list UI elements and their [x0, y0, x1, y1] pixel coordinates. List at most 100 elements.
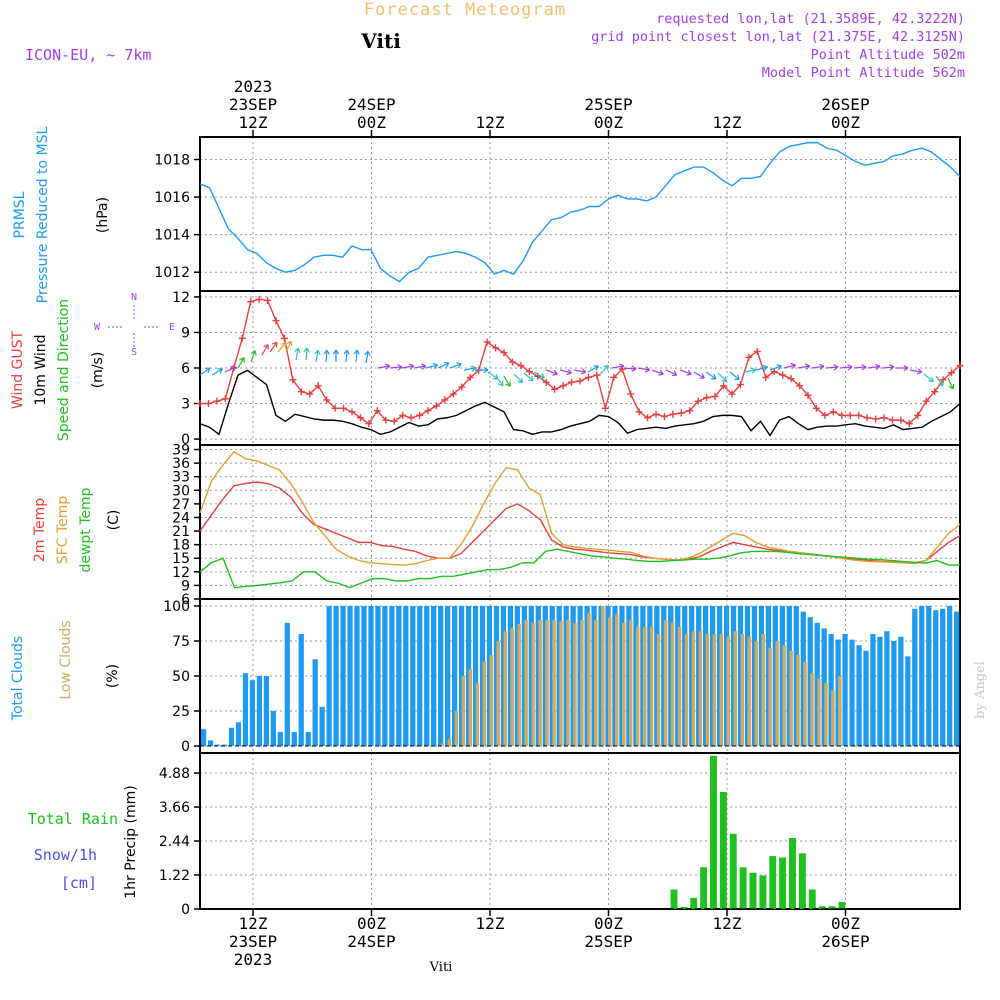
wind-gust-marker	[297, 388, 305, 396]
total-cloud-bar	[347, 606, 353, 746]
clouds-panel: 0 25 50 75 100	[163, 598, 961, 755]
low-cloud-bar	[747, 636, 751, 746]
wind-arrow-icon	[637, 366, 651, 373]
wind-arrow-icon	[437, 361, 450, 369]
low-cloud-bar	[740, 634, 745, 746]
total-cloud-bar	[312, 659, 318, 746]
y-tick-label: 25	[172, 704, 190, 720]
total-cloud-bar	[235, 722, 242, 746]
low-cloud-bar	[775, 641, 779, 746]
wind-arrow-icon	[783, 362, 797, 369]
bottom-axis-label: 26SEP	[821, 932, 869, 951]
y-tick-label: 6	[181, 592, 190, 608]
wind-arrow-icon	[665, 369, 678, 377]
total-cloud-bar	[807, 617, 813, 746]
wind-gust-marker	[221, 395, 229, 403]
rain-bar	[690, 897, 698, 909]
total-cloud-bar	[696, 606, 702, 746]
low-cloud-bar	[733, 631, 738, 746]
wind-arrow-icon	[303, 347, 310, 361]
total-cloud-bar	[821, 628, 827, 746]
pressure-panel-labels: PRMSL Pressure Reduced to MSL (hPa)	[12, 126, 111, 303]
low-cloud-bar	[712, 634, 717, 746]
wind-arrow-icon	[825, 364, 839, 371]
wind-arrow-icon	[909, 368, 923, 375]
y-tick-label: 36	[172, 456, 190, 472]
wind-gust-marker	[694, 397, 702, 405]
total-cloud-bar	[786, 606, 792, 746]
dewpt-label: dewpt Temp	[78, 487, 94, 572]
y-tick-label: 30	[172, 483, 190, 499]
total-cloud-bar	[633, 606, 639, 746]
y-tick-label: 3	[181, 397, 190, 413]
total-cloud-bar	[361, 606, 367, 746]
wind-arrow-icon	[343, 349, 350, 363]
low-cloud-bar	[754, 641, 758, 746]
total-cloud-bar	[549, 606, 555, 746]
total-cloud-bar	[319, 706, 325, 746]
wind-gust-marker	[922, 397, 930, 405]
total-cloud-bar	[870, 634, 876, 746]
wind-arrow-icon	[611, 363, 625, 370]
y-tick-label: 18	[172, 538, 190, 554]
total-cloud-bar	[570, 606, 576, 746]
wind-gust-marker	[399, 411, 407, 419]
top-axis-label: 00Z	[357, 113, 386, 132]
total-cloud-bar	[926, 606, 932, 746]
wind-arrow-icon	[587, 365, 599, 373]
total-cloud-bar	[214, 744, 221, 746]
wind-arrow-icon	[559, 369, 573, 376]
wind-gust-marker	[238, 334, 246, 342]
y-tick-label: 1012	[154, 265, 190, 281]
wind-gust-marker	[787, 375, 795, 383]
dewpt-line	[199, 548, 960, 589]
low-cloud-bar	[552, 620, 556, 746]
grid-point-coords: grid point closest lon,lat (21.375E, 42.…	[591, 29, 965, 45]
wind-gust-marker	[508, 358, 516, 366]
wind-arrow-icon	[755, 364, 769, 371]
wind-gust-marker	[677, 409, 685, 417]
total-cloud-bar	[577, 606, 583, 746]
low-cloud-bar	[726, 636, 731, 746]
wind-arrow-icon	[729, 371, 740, 381]
total-cloud-bar	[605, 606, 611, 746]
wind-gust-marker	[745, 353, 753, 361]
wind-speed-dir-label: Speed and Direction	[56, 299, 72, 441]
wind-gust-label: Wind GUST	[10, 330, 26, 409]
total-cloud-bar	[905, 656, 911, 746]
top-axis-label: 24SEP	[347, 95, 395, 114]
wind-arrow-icon	[705, 371, 717, 380]
wind-gust-marker	[610, 373, 618, 381]
pressure-panel: 1012 1014 1016 1018	[154, 136, 961, 292]
wind-arrow-icon	[693, 371, 705, 379]
bottom-axis-label: 24SEP	[347, 932, 395, 951]
cloud-panel-labels: Total Clouds Low Clouds (%)	[10, 620, 121, 721]
total-cloud-bar	[500, 606, 507, 746]
wind-arrow-icon	[353, 349, 360, 363]
rain-bar	[670, 889, 678, 909]
wind-gust-marker	[779, 371, 787, 379]
total-clouds-label: Total Clouds	[10, 636, 26, 721]
total-cloud-bar	[877, 636, 883, 746]
snow-unit-label: [cm]	[61, 874, 97, 892]
total-cloud-bar	[612, 606, 618, 746]
top-axis-label: 12Z	[239, 113, 268, 132]
total-cloud-bar	[521, 606, 527, 746]
wind-gust-marker	[905, 420, 913, 428]
low-cloud-bar	[670, 622, 675, 746]
y-tick-label: 15	[172, 551, 190, 567]
total-cloud-bar	[744, 606, 751, 746]
total-cloud-bar	[242, 673, 249, 746]
total-cloud-bar	[340, 606, 346, 746]
total-cloud-bar	[270, 711, 276, 746]
total-cloud-bar	[207, 740, 214, 746]
wind-gust-marker	[796, 382, 804, 390]
total-cloud-bar	[626, 606, 632, 746]
total-cloud-bar	[954, 611, 960, 746]
total-cloud-bar	[675, 606, 681, 746]
wind-gust-marker	[280, 334, 288, 342]
top-axis-label: 12Z	[713, 113, 742, 132]
top-axis-label: 12Z	[476, 113, 505, 132]
low-cloud-bar	[761, 634, 765, 746]
wind-arrow-icon	[389, 364, 403, 371]
